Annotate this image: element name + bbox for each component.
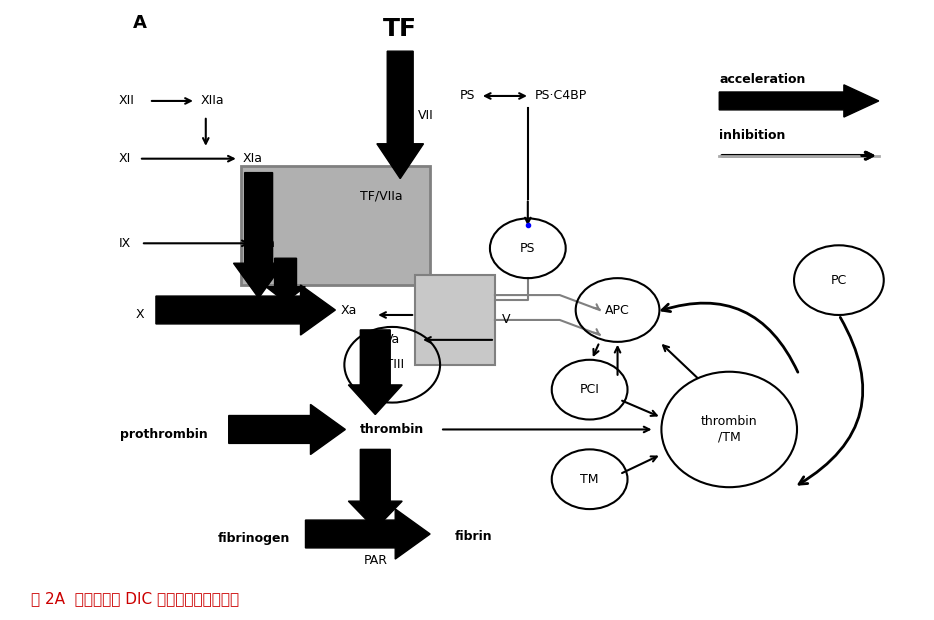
Text: TM: TM [580,472,599,485]
Text: VIIIa: VIIIa [271,264,298,277]
Text: PAR: PAR [363,554,388,567]
Polygon shape [234,172,284,298]
Bar [241,166,431,285]
Polygon shape [348,450,403,529]
Text: thrombin
/TM: thrombin /TM [700,415,757,443]
FancyArrowPatch shape [662,303,798,372]
Bar [415,275,495,365]
Text: Va: Va [385,334,401,347]
Text: IXa: IXa [256,237,276,250]
Polygon shape [156,285,335,335]
Text: Xa: Xa [340,304,357,316]
Text: XI: XI [119,152,132,165]
Text: A: A [133,14,147,32]
Polygon shape [719,85,879,117]
Text: V: V [502,314,510,327]
Text: TF/VIIa: TF/VIIa [361,189,403,202]
Text: APC: APC [605,304,630,316]
Text: fibrin: fibrin [455,531,492,544]
Text: PS: PS [460,89,475,102]
Text: XIIa: XIIa [201,94,224,107]
Polygon shape [376,51,423,179]
Text: ATIII: ATIII [379,358,405,371]
Text: VII: VII [418,109,434,122]
Text: X: X [136,309,145,322]
Text: fibrinogen: fibrinogen [218,533,290,546]
Polygon shape [348,330,403,415]
Text: PC: PC [830,273,847,286]
Text: XIa: XIa [243,152,262,165]
Text: acceleration: acceleration [719,73,806,86]
Text: XII: XII [119,94,134,107]
Text: 图 2A  白血病患者 DIC 的凝血途径激活机制: 图 2A 白血病患者 DIC 的凝血途径激活机制 [32,591,239,606]
Text: PS·C4BP: PS·C4BP [535,89,587,102]
Text: TF: TF [383,17,417,42]
Polygon shape [305,509,431,559]
Text: PCI: PCI [580,383,600,396]
FancyArrowPatch shape [800,317,863,484]
Text: PS: PS [520,242,535,255]
Polygon shape [266,259,305,302]
Text: inhibition: inhibition [719,130,785,142]
Text: prothrombin: prothrombin [120,428,207,441]
Text: thrombin: thrombin [361,423,424,436]
Polygon shape [229,404,346,454]
Text: IX: IX [119,237,132,250]
